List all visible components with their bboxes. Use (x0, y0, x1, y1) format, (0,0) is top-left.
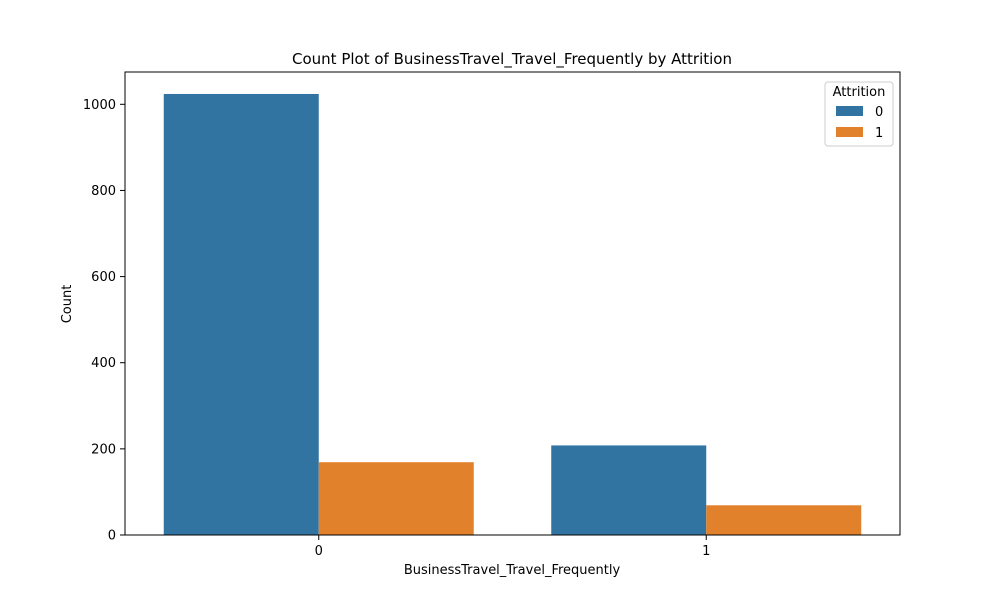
y-tick-label: 400 (91, 356, 116, 371)
y-tick-label: 600 (91, 270, 116, 285)
x-tick-label: 1 (702, 544, 710, 559)
x-axis-label: BusinessTravel_Travel_Frequently (404, 563, 621, 578)
legend-label-1: 1 (875, 126, 883, 141)
bar-0-attrition-0 (163, 93, 319, 536)
legend-items: 01 (836, 105, 883, 141)
bar-1-attrition-1 (706, 505, 862, 535)
y-tick-label: 800 (91, 184, 116, 199)
plot-frame (124, 71, 901, 536)
bars-group (163, 93, 862, 536)
legend-swatch-0 (836, 106, 863, 116)
legend-label-0: 0 (875, 105, 883, 120)
x-tick-label: 0 (315, 544, 323, 559)
bar-0-attrition-1 (318, 462, 474, 535)
legend-swatch-1 (836, 127, 863, 137)
legend: Attrition 01 (824, 81, 894, 147)
y-axis-label: Count (60, 285, 75, 324)
y-tick-label: 200 (91, 442, 116, 457)
y-tick-label: 1000 (83, 98, 116, 113)
y-axis-ticks: 0 200 400 600 800 1000 (83, 98, 125, 544)
y-tick-label: 0 (108, 529, 116, 544)
chart-title: Count Plot of BusinessTravel_Travel_Freq… (292, 50, 732, 69)
bar-1-attrition-0 (551, 445, 707, 535)
legend-title: Attrition (833, 85, 886, 100)
